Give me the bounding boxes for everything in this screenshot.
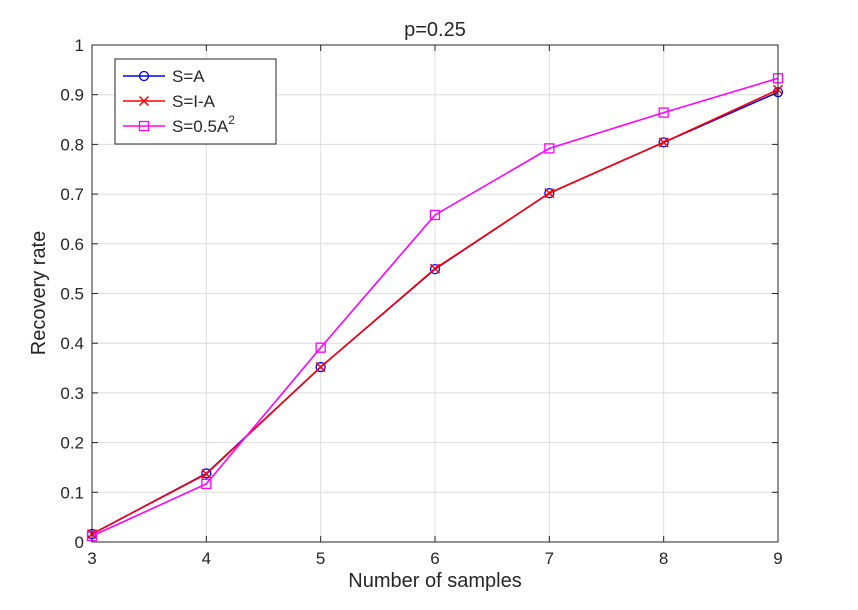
y-tick-label: 0.5 <box>60 285 84 304</box>
series-point <box>429 263 441 275</box>
y-tick-label: 0.6 <box>60 235 84 254</box>
legend-entry: S=0.5A2 <box>123 113 235 136</box>
x-tick-label: 5 <box>316 549 325 568</box>
series-point-stroke-b <box>201 468 212 479</box>
x-tick-label: 8 <box>659 549 668 568</box>
series-point <box>429 209 441 221</box>
legend-label-main: S=A <box>172 67 205 86</box>
legend-label-superscript: 2 <box>228 113 235 127</box>
series-point-stroke-b <box>315 362 326 373</box>
legend-label-main: S=0.5A <box>172 117 229 136</box>
y-tick-label: 0.3 <box>60 384 84 403</box>
series-point <box>658 137 669 148</box>
legend-marker-stroke-b <box>138 95 150 107</box>
y-tick-label: 0.7 <box>60 185 84 204</box>
series-point <box>315 361 326 373</box>
series-point <box>201 468 212 479</box>
legend-label: S=0.5A2 <box>172 113 235 136</box>
y-tick-label: 0.4 <box>60 334 84 353</box>
series-point-stroke-b <box>429 263 441 274</box>
series-point <box>544 143 555 154</box>
legend-marker <box>138 70 150 82</box>
series-layer <box>86 73 784 542</box>
legend-marker <box>138 120 150 132</box>
x-tick-label: 7 <box>545 549 554 568</box>
legend-entry: S=I-A <box>123 92 216 111</box>
series-point <box>315 362 326 373</box>
series-point <box>315 342 326 353</box>
series-point-stroke-b <box>658 137 669 148</box>
series-point <box>201 468 212 479</box>
series-point <box>429 263 441 274</box>
y-tick-label: 0.1 <box>60 483 84 502</box>
chart-title: p=0.25 <box>404 19 466 41</box>
legend-label: S=A <box>172 67 205 86</box>
series-point <box>544 187 555 199</box>
series-point <box>658 107 669 118</box>
series-line <box>91 77 779 537</box>
legend-label-main: S=I-A <box>172 92 216 111</box>
series-point <box>201 478 212 490</box>
series-point <box>658 137 669 148</box>
series-point-stroke-b <box>544 188 555 199</box>
legend-entry: S=A <box>123 67 205 86</box>
x-tick-label: 4 <box>202 549 211 568</box>
y-axis-label: Recovery rate <box>28 231 50 356</box>
series-point <box>544 188 555 199</box>
x-tick-label: 9 <box>773 549 782 568</box>
y-tick-label: 1 <box>75 36 84 55</box>
ticks: 3 4 5 6 7 8 9 0 0.1 0.2 0.3 0.4 0.5 0.6 0.7 0.8 0.9 1 <box>60 36 782 568</box>
x-axis-label: Number of samples <box>348 570 521 592</box>
y-tick-label: 0.9 <box>60 86 84 105</box>
series-2 <box>86 84 784 540</box>
y-tick-label: 0.2 <box>60 434 84 453</box>
legend-label: S=I-A <box>172 92 216 111</box>
legend: S=A S=I-A S=0.5A2 <box>114 58 277 145</box>
legend-marker <box>138 95 150 107</box>
x-tick-label: 6 <box>430 549 439 568</box>
y-tick-label: 0.8 <box>60 135 84 154</box>
y-tick-label: 0 <box>75 533 84 552</box>
x-tick-label: 3 <box>87 549 96 568</box>
